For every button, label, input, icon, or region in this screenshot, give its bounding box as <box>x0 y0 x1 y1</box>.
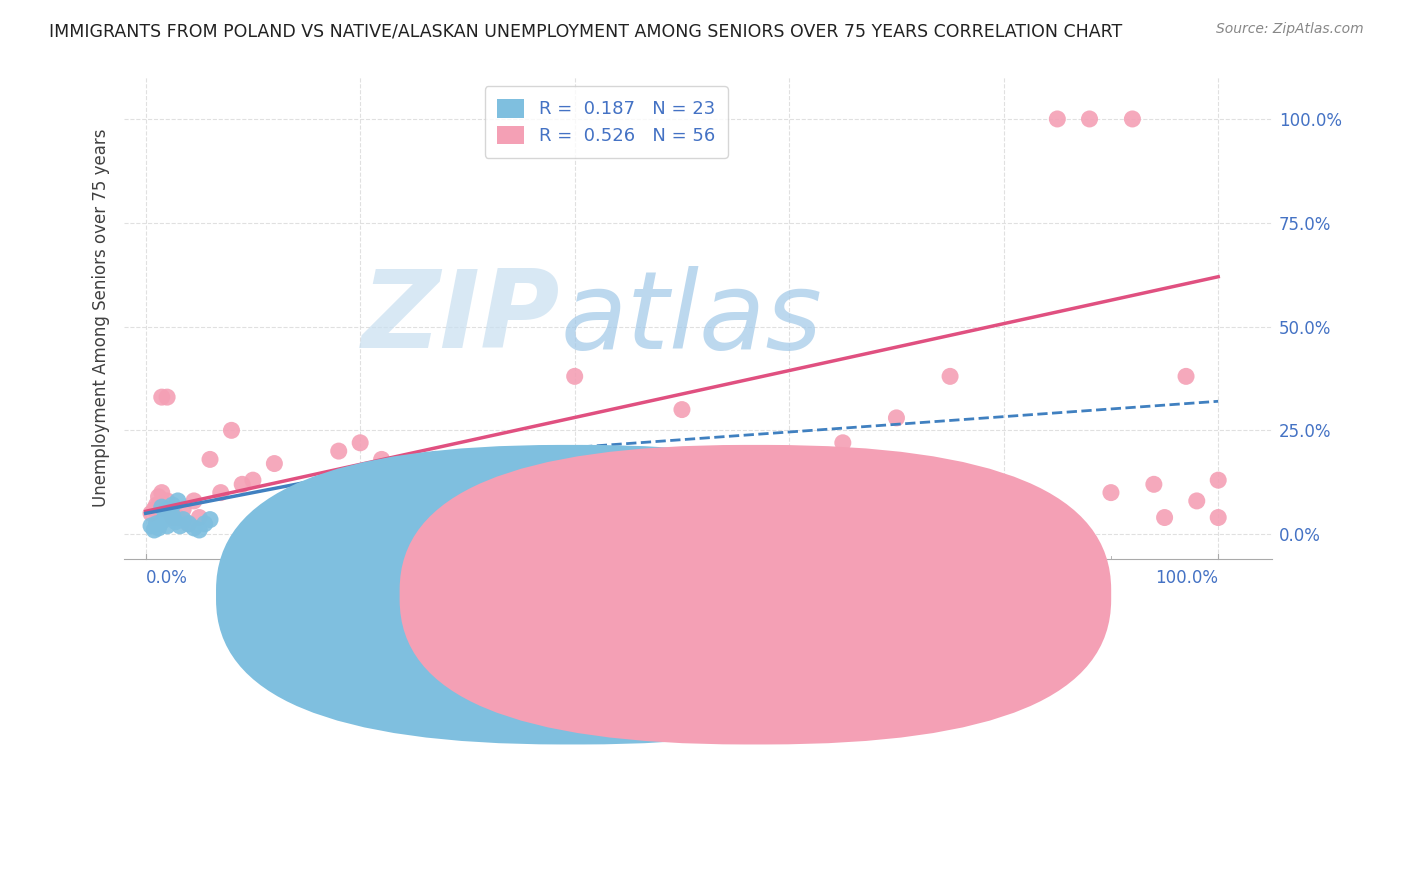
Point <box>139 518 162 533</box>
Text: 0.0%: 0.0% <box>146 569 187 588</box>
Point <box>177 516 200 531</box>
Point <box>188 510 211 524</box>
Point <box>425 452 447 467</box>
Text: atlas: atlas <box>561 266 823 371</box>
Point <box>156 494 179 508</box>
Text: Immigrants from Poland: Immigrants from Poland <box>600 586 800 604</box>
Y-axis label: Unemployment Among Seniors over 75 years: Unemployment Among Seniors over 75 years <box>93 129 110 508</box>
Point <box>370 452 392 467</box>
Point <box>153 510 176 524</box>
Point <box>671 402 693 417</box>
Point <box>150 515 173 529</box>
Point <box>194 516 217 531</box>
Point <box>1099 485 1122 500</box>
Text: Natives/Alaskans: Natives/Alaskans <box>779 586 921 604</box>
Point <box>425 452 447 467</box>
Point <box>671 465 693 479</box>
Point <box>183 494 205 508</box>
Point <box>143 523 166 537</box>
Text: Source: ZipAtlas.com: Source: ZipAtlas.com <box>1216 22 1364 37</box>
Point <box>162 508 184 523</box>
FancyBboxPatch shape <box>399 445 1111 745</box>
Point <box>564 369 586 384</box>
Point <box>1185 494 1208 508</box>
Point <box>939 369 962 384</box>
Point <box>993 502 1015 516</box>
Point <box>145 498 167 512</box>
Point <box>831 435 853 450</box>
Point <box>1206 473 1229 487</box>
Point <box>284 494 307 508</box>
Point <box>402 457 425 471</box>
Point <box>157 507 180 521</box>
Point <box>166 494 188 508</box>
Point <box>150 500 173 515</box>
Point <box>148 490 170 504</box>
Point <box>183 521 205 535</box>
Point <box>328 444 350 458</box>
Point <box>145 516 167 531</box>
Point <box>1121 112 1143 126</box>
Point <box>510 473 533 487</box>
Point <box>263 457 285 471</box>
Point <box>166 510 188 524</box>
Point <box>1206 510 1229 524</box>
Point <box>209 485 232 500</box>
Point <box>456 507 478 521</box>
Point <box>456 502 478 516</box>
Point <box>1046 112 1069 126</box>
Point <box>143 502 166 516</box>
Point <box>316 510 339 524</box>
Text: 100.0%: 100.0% <box>1156 569 1218 588</box>
Point <box>456 477 478 491</box>
Point <box>156 518 179 533</box>
Point <box>349 435 371 450</box>
Point <box>402 510 425 524</box>
Point <box>1078 112 1101 126</box>
Text: IMMIGRANTS FROM POLAND VS NATIVE/ALASKAN UNEMPLOYMENT AMONG SENIORS OVER 75 YEAR: IMMIGRANTS FROM POLAND VS NATIVE/ALASKAN… <box>49 22 1122 40</box>
Legend: R =  0.187   N = 23, R =  0.526   N = 56: R = 0.187 N = 23, R = 0.526 N = 56 <box>485 87 728 158</box>
Point <box>295 518 318 533</box>
Point <box>139 507 162 521</box>
Point <box>172 513 194 527</box>
Point <box>231 477 253 491</box>
Point <box>150 485 173 500</box>
Point <box>162 498 184 512</box>
Point <box>221 423 243 437</box>
Point <box>724 452 747 467</box>
Point <box>148 521 170 535</box>
Point <box>778 452 800 467</box>
Point <box>172 502 194 516</box>
Point <box>156 502 179 516</box>
FancyBboxPatch shape <box>217 445 928 745</box>
Point <box>242 473 264 487</box>
Point <box>153 502 176 516</box>
Point <box>198 513 221 527</box>
Text: ZIP: ZIP <box>361 265 561 371</box>
Point <box>886 410 908 425</box>
Point <box>169 518 191 533</box>
Point <box>274 494 297 508</box>
Point <box>1175 369 1198 384</box>
Point <box>434 469 457 483</box>
Point <box>150 390 173 404</box>
Point <box>162 510 184 524</box>
Point <box>541 452 564 467</box>
Point <box>188 523 211 537</box>
Point <box>177 516 200 531</box>
Point <box>1143 477 1166 491</box>
Point <box>156 390 179 404</box>
Point <box>198 452 221 467</box>
Point <box>1153 510 1175 524</box>
Point <box>165 515 187 529</box>
Point <box>617 452 640 467</box>
